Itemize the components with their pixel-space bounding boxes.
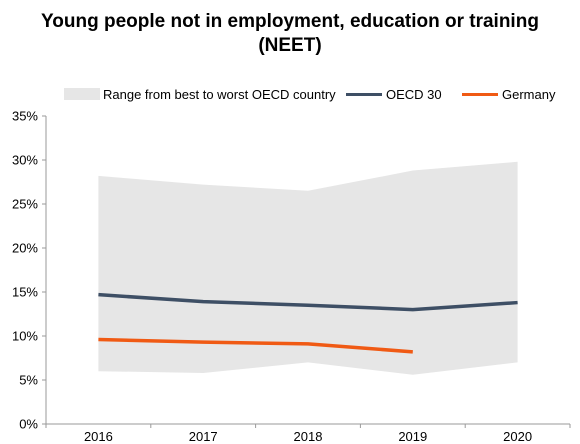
y-tick-label: 30% xyxy=(12,153,38,168)
legend-item-germany: Germany xyxy=(462,84,555,104)
legend-item-oecd: OECD 30 xyxy=(346,84,442,104)
x-tick-label: 2019 xyxy=(398,429,427,444)
legend-swatch-germany xyxy=(462,92,498,96)
x-tick-label: 2016 xyxy=(84,429,113,444)
y-tick-label: 15% xyxy=(12,285,38,300)
y-tick-label: 20% xyxy=(12,241,38,256)
series-line-germany xyxy=(98,337,413,354)
x-tick-label: 2018 xyxy=(294,429,323,444)
legend: Range from best to worst OECD country OE… xyxy=(0,84,580,104)
y-tick-label: 5% xyxy=(19,373,38,388)
range-band xyxy=(98,161,518,375)
x-tick-label: 2017 xyxy=(189,429,218,444)
legend-item-range: Range from best to worst OECD country xyxy=(64,84,336,104)
x-tick-label: 2020 xyxy=(503,429,532,444)
legend-label-germany: Germany xyxy=(502,86,556,102)
y-tick-label: 35% xyxy=(12,109,38,124)
y-tick-label: 25% xyxy=(12,197,38,212)
legend-swatch-oecd xyxy=(346,92,382,96)
chart-title: Young people not in employment, educatio… xyxy=(41,11,539,56)
legend-label-range: Range from best to worst OECD country xyxy=(103,86,336,102)
legend-swatch-range xyxy=(64,88,100,100)
series-line-oecd-30 xyxy=(98,292,518,312)
legend-label-oecd: OECD 30 xyxy=(386,86,442,102)
y-tick-label: 10% xyxy=(12,329,38,344)
y-tick-label: 0% xyxy=(19,417,38,432)
